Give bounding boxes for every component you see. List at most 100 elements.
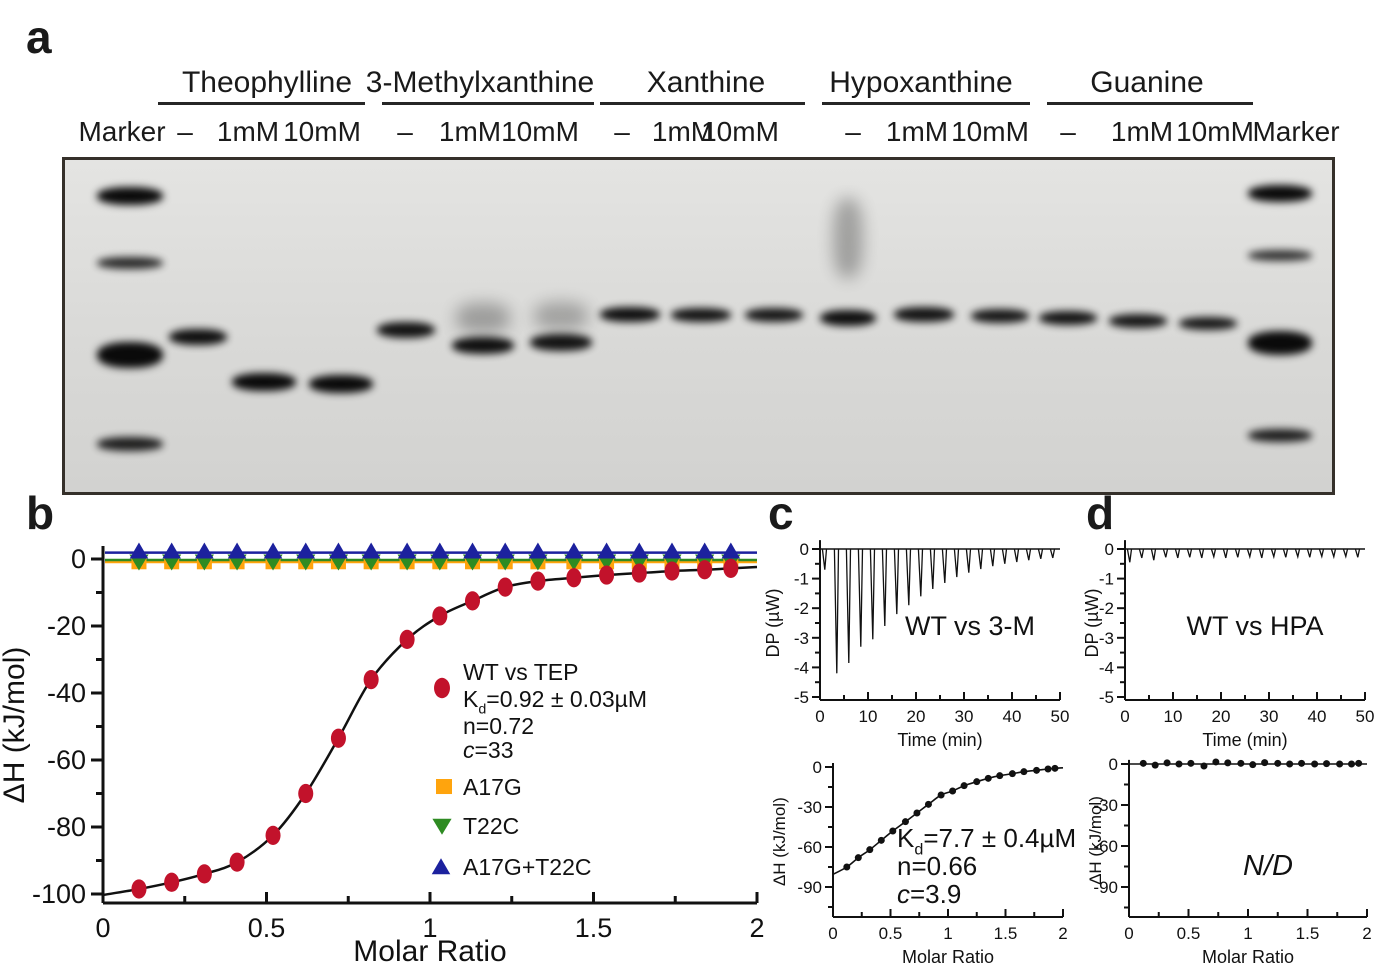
dot-marker bbox=[1249, 761, 1257, 769]
gel-lane-label: 10mM bbox=[701, 116, 779, 147]
svg-text:1.5: 1.5 bbox=[994, 924, 1018, 943]
triangle-up-marker bbox=[662, 542, 682, 559]
panel-a-label: a bbox=[26, 11, 52, 63]
svg-text:-100: -100 bbox=[32, 879, 86, 909]
circle-marker bbox=[229, 852, 245, 872]
svg-text:0: 0 bbox=[1124, 924, 1133, 943]
dot-marker bbox=[1348, 760, 1356, 768]
triangle-up-marker bbox=[329, 542, 348, 559]
gel-lane-label: 10mM bbox=[951, 116, 1029, 147]
gel-band bbox=[1248, 249, 1312, 261]
triangle-up-marker bbox=[564, 542, 584, 559]
dot-marker bbox=[1187, 759, 1195, 767]
dot-marker bbox=[924, 800, 932, 808]
gel-lane-label: – bbox=[177, 116, 193, 147]
svg-text:10: 10 bbox=[1164, 707, 1183, 726]
circle-marker bbox=[530, 571, 546, 591]
dot-marker bbox=[1020, 768, 1028, 776]
dot-marker bbox=[1212, 758, 1220, 766]
gel-lane-label: 1mM bbox=[885, 116, 949, 147]
circle-marker bbox=[196, 864, 212, 884]
x-axis-title: Time (min) bbox=[1202, 730, 1287, 750]
gel-lane-label: 1mM bbox=[438, 116, 502, 147]
svg-text:0: 0 bbox=[95, 913, 110, 943]
circle-marker bbox=[330, 728, 346, 748]
gel-group-underline bbox=[600, 102, 805, 105]
gel-band bbox=[1248, 331, 1312, 355]
svg-text:50: 50 bbox=[1356, 707, 1375, 726]
svg-text:n=0.66: n=0.66 bbox=[897, 851, 977, 881]
svg-text:-2: -2 bbox=[794, 599, 809, 618]
chart-binding-wt-3m: 0 -30 -60 -90 0 0.5 1 1.5 2 Molar Ratio ΔH (kJ/mol… bbox=[770, 758, 1076, 966]
dot-marker bbox=[1311, 760, 1319, 768]
gel-band bbox=[97, 342, 163, 368]
svg-text:0.5: 0.5 bbox=[879, 924, 903, 943]
gel-smear bbox=[534, 302, 588, 330]
gel-band bbox=[1248, 184, 1312, 202]
svg-text:N/D: N/D bbox=[1243, 850, 1293, 882]
svg-text:40: 40 bbox=[1003, 707, 1022, 726]
svg-text:A17G: A17G bbox=[463, 774, 522, 800]
circle-marker bbox=[464, 591, 481, 611]
gel-lane-label: 10mM bbox=[283, 116, 361, 147]
circle-marker bbox=[566, 568, 582, 588]
triangle-up-marker bbox=[195, 542, 214, 559]
circle-marker bbox=[298, 783, 314, 804]
triangle-up-marker bbox=[495, 542, 515, 559]
svg-text:-60: -60 bbox=[797, 838, 822, 857]
gel-band bbox=[97, 257, 163, 269]
svg-text:20: 20 bbox=[1212, 707, 1231, 726]
circle-marker bbox=[363, 670, 379, 690]
x-axis-title: Molar Ratio bbox=[353, 935, 506, 966]
svg-text:T22C: T22C bbox=[463, 813, 519, 839]
gel-band bbox=[1179, 316, 1237, 330]
gel-group-underline bbox=[382, 102, 594, 105]
circle-marker bbox=[432, 606, 448, 626]
gel-lane-label: 1mM bbox=[651, 116, 715, 147]
triangle-up-marker bbox=[528, 542, 548, 559]
svg-text:-4: -4 bbox=[1099, 658, 1114, 677]
chart-thermogram-wt-hpa: 0 -1 -2 -3 -4 -5 0 10 20 30 40 50 Time (min) DP (µW) W… bbox=[1082, 540, 1375, 750]
gel-band bbox=[530, 333, 592, 351]
gel-band bbox=[169, 329, 227, 345]
dot-marker bbox=[889, 827, 897, 835]
gel-band bbox=[232, 373, 296, 391]
svg-text:-3: -3 bbox=[1099, 629, 1114, 648]
svg-text:0: 0 bbox=[800, 540, 809, 559]
gel-group-underline bbox=[1047, 102, 1253, 105]
dot-marker bbox=[1224, 759, 1232, 767]
svg-text:Kd=7.7 ± 0.4µM: Kd=7.7 ± 0.4µM bbox=[897, 823, 1076, 858]
svg-text:2: 2 bbox=[1362, 924, 1371, 943]
gel-lane-label: 1mM bbox=[216, 116, 280, 147]
circle-marker bbox=[164, 872, 180, 892]
circle-marker bbox=[131, 879, 147, 899]
triangle-up-marker bbox=[361, 542, 381, 559]
svg-text:-1: -1 bbox=[794, 570, 809, 589]
svg-text:-5: -5 bbox=[794, 688, 809, 707]
svg-text:-60: -60 bbox=[47, 745, 86, 775]
dot-marker bbox=[854, 854, 862, 862]
dot-marker bbox=[1008, 770, 1016, 778]
dot-marker bbox=[1237, 759, 1245, 767]
svg-text:50: 50 bbox=[1051, 707, 1070, 726]
y-axis-title: ΔH (kJ/mol) bbox=[1086, 796, 1105, 885]
svg-text:WT vs TEP: WT vs TEP bbox=[463, 659, 578, 685]
triangle-up-marker bbox=[263, 542, 283, 559]
svg-text:20: 20 bbox=[907, 707, 926, 726]
dot-marker bbox=[973, 778, 981, 786]
gel-lane-label: Marker bbox=[78, 116, 166, 147]
svg-text:0.5: 0.5 bbox=[248, 913, 286, 943]
svg-text:0.5: 0.5 bbox=[1177, 924, 1201, 943]
svg-text:1: 1 bbox=[422, 913, 437, 943]
circle-marker bbox=[664, 561, 680, 581]
panel-d-label: d bbox=[1086, 487, 1115, 539]
svg-text:-40: -40 bbox=[47, 678, 86, 708]
gel-band bbox=[97, 437, 163, 451]
svg-text:0: 0 bbox=[71, 544, 86, 574]
gel-smear bbox=[833, 198, 863, 278]
svg-text:-80: -80 bbox=[47, 812, 86, 842]
svg-text:c=3.9: c=3.9 bbox=[897, 879, 961, 909]
chart-thermogram-wt-3m: 0 -1 -2 -3 -4 -5 0 10 20 30 40 50 Time (min) DP (µW) W… bbox=[763, 540, 1070, 750]
dot-marker bbox=[1355, 759, 1363, 767]
x-axis-title: Molar Ratio bbox=[902, 947, 994, 966]
